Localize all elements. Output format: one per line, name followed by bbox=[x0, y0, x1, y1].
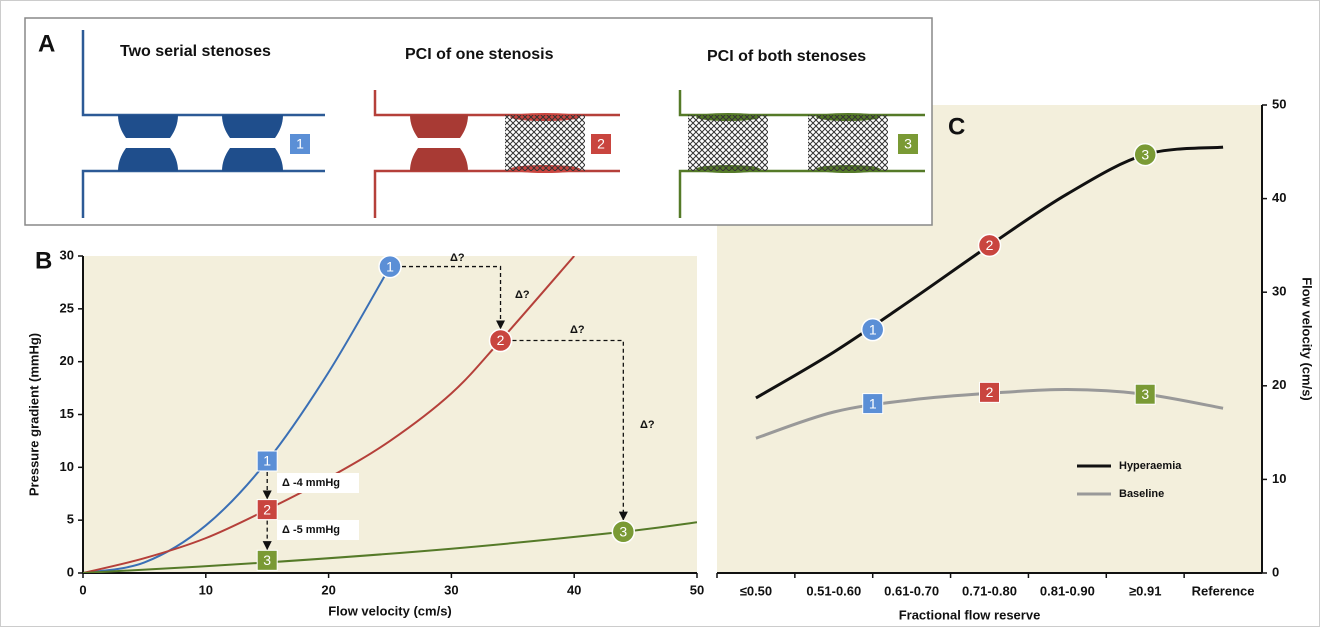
panel-letter: C bbox=[948, 113, 965, 140]
y-tick-label: 15 bbox=[60, 406, 74, 421]
x-axis-label: Fractional flow reserve bbox=[899, 607, 1041, 622]
marker-label: 2 bbox=[497, 332, 505, 348]
label: 2 bbox=[597, 136, 605, 152]
annotation: Δ? bbox=[570, 324, 585, 336]
y-tick-label: 20 bbox=[60, 353, 74, 368]
y-tick-label: 50 bbox=[1272, 96, 1286, 111]
y-tick-label: 25 bbox=[60, 300, 74, 315]
y-tick-label: 5 bbox=[67, 512, 74, 527]
panel-title: Two serial stenoses bbox=[120, 43, 271, 60]
label: 3 bbox=[904, 136, 912, 152]
x-tick-label: 10 bbox=[199, 582, 213, 597]
panel-letter: A bbox=[38, 30, 55, 57]
x-tick-label: 0.71-0.80 bbox=[962, 583, 1017, 598]
annotation: Δ? bbox=[515, 289, 530, 301]
x-tick-label: ≤0.50 bbox=[740, 583, 772, 598]
label: 1 bbox=[296, 136, 304, 152]
marker-label: 3 bbox=[1141, 386, 1149, 402]
marker-label: 3 bbox=[263, 552, 271, 568]
y-tick-label: 0 bbox=[67, 564, 74, 579]
y-axis-label: Pressure gradient (mmHg) bbox=[26, 333, 41, 496]
marker-label: 1 bbox=[869, 321, 877, 337]
x-tick-label: 0.61-0.70 bbox=[884, 583, 939, 598]
y-tick-label: 10 bbox=[60, 459, 74, 474]
x-tick-label: 40 bbox=[567, 582, 581, 597]
stent bbox=[808, 115, 888, 171]
y-tick-label: 10 bbox=[1272, 471, 1286, 486]
legend-label: Baseline bbox=[1119, 488, 1164, 500]
x-tick-label: 0 bbox=[79, 582, 86, 597]
y-tick-label: 40 bbox=[1272, 190, 1286, 205]
y-axis-label: Flow velocity (cm/s) bbox=[1300, 277, 1315, 401]
annotation: Δ? bbox=[450, 252, 465, 264]
panel-a: A Two serial stenoses PCI of one stenosi… bbox=[25, 18, 932, 225]
x-axis-label: Flow velocity (cm/s) bbox=[328, 603, 452, 618]
panel-title: PCI of both stenoses bbox=[707, 48, 866, 65]
figure: A Two serial stenoses PCI of one stenosi… bbox=[0, 0, 1320, 627]
panel-b-bg bbox=[83, 256, 697, 573]
stent bbox=[688, 115, 768, 171]
x-tick-label: 20 bbox=[321, 582, 335, 597]
marker-label: 1 bbox=[263, 453, 271, 469]
stent bbox=[505, 115, 585, 171]
y-tick-label: 0 bbox=[1272, 564, 1279, 579]
x-tick-label: 50 bbox=[690, 582, 704, 597]
marker-label: 3 bbox=[619, 523, 627, 539]
marker-label: 2 bbox=[263, 501, 271, 517]
legend-label: Hyperaemia bbox=[1119, 460, 1182, 472]
marker-label: 2 bbox=[986, 237, 994, 253]
marker-label: 1 bbox=[869, 395, 877, 411]
x-tick-label: 0.51-0.60 bbox=[806, 583, 861, 598]
y-tick-label: 30 bbox=[60, 247, 74, 262]
annotation: Δ -5 mmHg bbox=[282, 524, 340, 536]
x-tick-label: 0.81-0.90 bbox=[1040, 583, 1095, 598]
x-tick-label: ≥0.91 bbox=[1129, 583, 1161, 598]
x-tick-label: Reference bbox=[1192, 583, 1255, 598]
annotation: Δ? bbox=[640, 419, 655, 431]
y-tick-label: 30 bbox=[1272, 284, 1286, 299]
y-tick-label: 20 bbox=[1272, 377, 1286, 392]
panel-letter: B bbox=[35, 247, 52, 274]
marker-label: 1 bbox=[386, 258, 394, 274]
marker-label: 2 bbox=[986, 384, 994, 400]
x-tick-label: 30 bbox=[444, 582, 458, 597]
marker-label: 3 bbox=[1141, 146, 1149, 162]
panel-title: PCI of one stenosis bbox=[405, 46, 554, 63]
annotation: Δ -4 mmHg bbox=[282, 477, 340, 489]
